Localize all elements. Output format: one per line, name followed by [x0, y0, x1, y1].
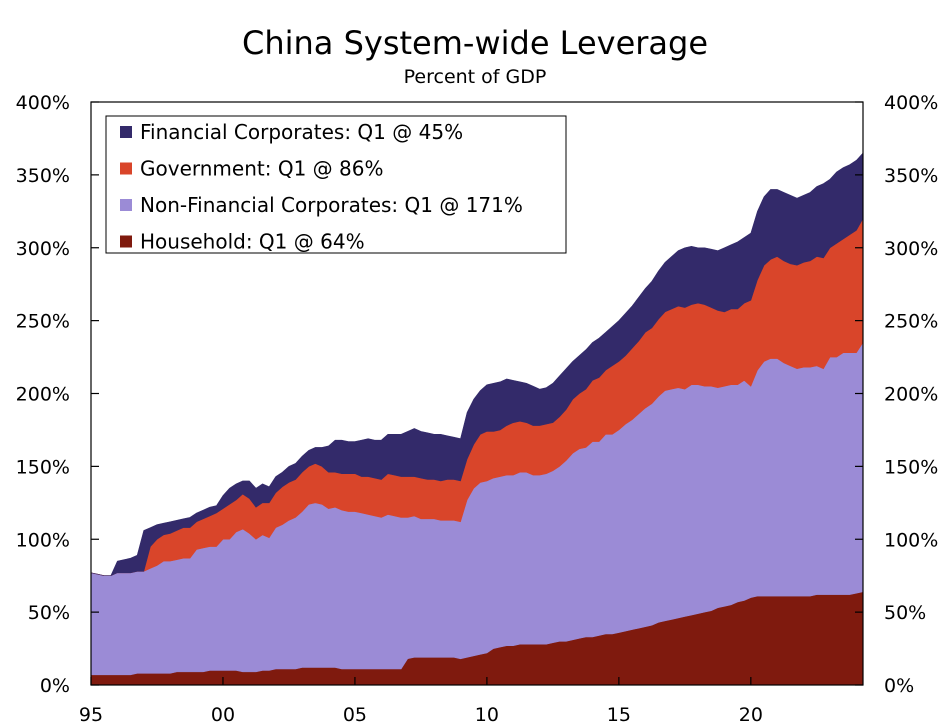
x-tick-label: 05: [343, 704, 367, 726]
y-tick-label-right: 350%: [884, 165, 938, 187]
y-tick-label-right: 250%: [884, 311, 938, 333]
y-tick-label-left: 400%: [16, 92, 70, 114]
y-tick-label-left: 200%: [16, 384, 70, 406]
x-axis: 95 00 05 10 15 20: [79, 677, 763, 726]
y-tick-label-right: 100%: [884, 529, 938, 551]
legend-label: Financial Corporates: Q1 @ 45%: [140, 120, 463, 144]
legend-label: Household: Q1 @ 64%: [140, 230, 365, 254]
x-tick-label: 20: [739, 704, 763, 726]
y-axis-left: 0% 50% 100% 150% 200% 250% 300% 350% 400%: [16, 92, 99, 697]
y-tick-label-left: 100%: [16, 529, 70, 551]
chart-subtitle: Percent of GDP: [404, 66, 547, 88]
y-tick-label-right: 200%: [884, 384, 938, 406]
legend-swatch: [120, 126, 132, 138]
y-tick-label-right: 150%: [884, 456, 938, 478]
y-tick-label-left: 50%: [28, 602, 70, 624]
chart-title: China System-wide Leverage: [242, 24, 708, 62]
y-tick-label-right: 0%: [884, 675, 914, 697]
y-tick-label-left: 0%: [40, 675, 70, 697]
y-tick-label-right: 400%: [884, 92, 938, 114]
legend-swatch: [120, 235, 132, 248]
legend-swatch: [120, 162, 132, 175]
legend-label: Government: Q1 @ 86%: [140, 157, 383, 181]
y-tick-label-left: 350%: [16, 165, 70, 187]
y-tick-label-left: 300%: [16, 238, 70, 260]
legend-box: [105, 115, 567, 254]
y-tick-label-right: 300%: [884, 238, 938, 260]
x-tick-label: 00: [211, 704, 235, 726]
x-tick-label: 15: [607, 704, 631, 726]
y-axis-right: 0% 50% 100% 150% 200% 250% 300% 350% 400%: [855, 92, 938, 697]
legend-label: Non-Financial Corporates: Q1 @ 171%: [140, 193, 523, 217]
x-tick-label: 10: [475, 704, 499, 726]
y-tick-label-left: 250%: [16, 311, 70, 333]
legend-swatch: [120, 199, 132, 211]
y-tick-label-right: 50%: [884, 602, 926, 624]
legend: Financial Corporates: Q1 @ 45% Government…: [105, 115, 567, 254]
x-tick-label: 95: [79, 704, 103, 726]
y-tick-label-left: 150%: [16, 456, 70, 478]
